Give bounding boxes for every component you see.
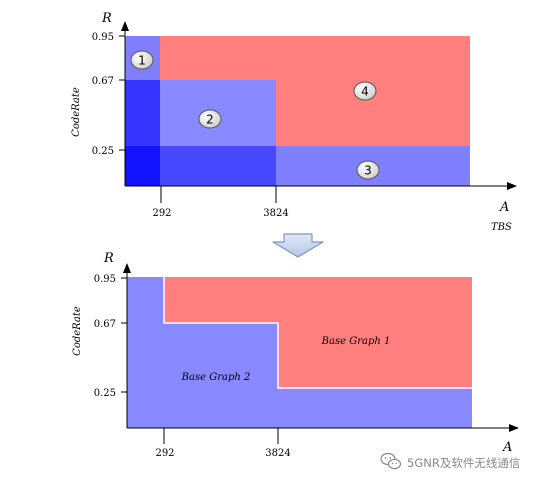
overlap-1-2 (125, 80, 160, 146)
bottom-x-tick-292: 292 (155, 448, 174, 459)
svg-text:4: 4 (361, 85, 369, 99)
bottom-y-tick-067: 0.67 (94, 319, 116, 330)
top-y-tick-025: 0.25 (92, 146, 114, 157)
region-badge-1: 1 (130, 50, 154, 70)
down-arrow-icon (272, 233, 324, 258)
overlap-2-3 (160, 146, 276, 186)
wechat-icon (380, 452, 402, 470)
bottom-y-tick-095: 0.95 (94, 274, 116, 285)
top-x-axis-letter: A (499, 200, 509, 215)
base-graph-2-label: Base Graph 2 (181, 372, 251, 383)
region-badge-2: 2 (198, 109, 222, 129)
region-divider (163, 277, 472, 389)
top-x-axis-label: TBS (491, 222, 512, 233)
overlap-1-2-3 (125, 146, 160, 186)
top-y-axis-label: CodeRate (71, 87, 82, 137)
svg-text:2: 2 (206, 113, 214, 127)
watermark-text: 5GNR及软件无线通信 (407, 456, 520, 470)
top-x-tick-292: 292 (152, 208, 171, 219)
base-graph-1-label: Base Graph 1 (321, 336, 391, 347)
top-y-tick-095: 0.95 (92, 32, 114, 43)
svg-text:3: 3 (364, 164, 372, 178)
region-badge-3: 3 (356, 160, 380, 180)
top-diagram: R CodeRate 0.95 0.67 0.25 292 3824 A TBS… (71, 11, 517, 233)
svg-text:1: 1 (138, 54, 146, 68)
bottom-x-tick-3824: 3824 (265, 448, 290, 459)
base-graph-2-area (127, 277, 472, 428)
top-y-axis-letter: R (101, 11, 112, 26)
region-badge-4: 4 (353, 81, 377, 101)
bottom-y-tick-025: 0.25 (94, 388, 116, 399)
top-y-tick-067: 0.67 (92, 76, 114, 87)
bottom-y-axis-label: CodeRate (72, 306, 83, 356)
bottom-diagram: R CodeRate 0.95 0.67 0.25 292 3824 A Bas… (72, 251, 519, 459)
bottom-x-axis-letter: A (502, 440, 512, 455)
bottom-y-axis-letter: R (103, 251, 114, 266)
top-x-tick-3824: 3824 (263, 208, 288, 219)
watermark: 5GNR及软件无线通信 (380, 452, 520, 470)
